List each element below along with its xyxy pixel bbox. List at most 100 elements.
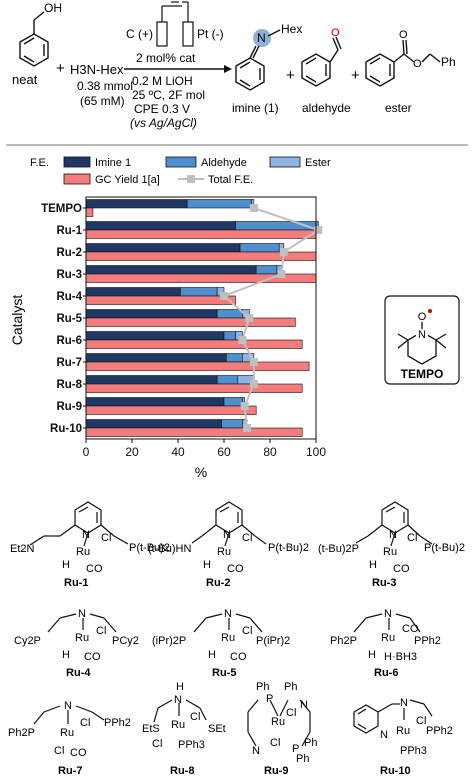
ru-3-label: Ru-3 [372,577,396,589]
tempo-structure-box: N O TEMPO [384,295,460,385]
total-fe-point-ru-4 [220,292,228,300]
ru-5-h: H [208,649,216,661]
y-tick-label-ru-9: Ru-9 [56,401,82,413]
condition-3: CPE 0.3 V [134,102,190,116]
total-fe-point-ru-6 [238,336,247,344]
bar-imine-1-ru-1 [85,221,236,231]
legend-label-total-fe: Total F.E. [208,174,253,186]
electrochemical-cell-icon [156,1,194,47]
ru-9-ph-3: Ph [304,737,317,749]
condition-4: (vs Ag/AgCl) [130,116,197,130]
bar-aldehyde-ru-2 [239,243,280,253]
ru-1-n: N [82,529,90,541]
ru-10-n: N [380,729,388,741]
benzyl-alcohol-structure [19,11,49,67]
ru-5-co: CO [230,651,247,663]
total-fe-point-ru-8 [249,380,258,388]
bar-aldehyde-ru-9 [223,397,243,407]
ru-9-nh2: N [252,745,260,757]
legend-swatch-aldehyde [165,156,197,168]
ru-2-left-group: (t-Bu)HN [148,543,191,555]
ru-6-co: CO [402,623,419,635]
ru-8-label: Ru-8 [170,765,194,777]
ru-3-co: CO [393,563,410,575]
ru-7-label: Ru-7 [58,765,82,777]
bar-gc-yield-ru-6 [85,339,303,349]
catalyst-ru-7: N Ph2P Ru Cl PPh2 Cl CO Ru-7 [8,700,131,777]
imine-substituent: Hex [281,22,302,36]
catalyst-ru-5: N (iPr)2P Ru Cl P(iPr)2 H CO Ru-5 [152,608,290,679]
bar-aldehyde-ru-10 [221,419,243,429]
bar-imine-1-ru-2 [85,243,241,253]
plus-2: + [286,67,295,84]
total-fe-point-ru-1 [314,226,323,234]
reaction-scheme: OH neat + H3N-Hex 0.38 mmol (65 mM) C (+… [12,1,456,130]
electrode-pos-label: C (+) [126,27,153,41]
ru-10-cl: Cl [416,715,426,727]
ru-8-right-group: SEt [208,723,226,735]
reaction-arrowhead [224,65,232,73]
catalyst-ru-6: N Ph2P Ru CO PPh2 H H·BH3 Ru-6 [330,608,441,679]
y-tick-label-ru-1: Ru-1 [56,225,82,237]
x-axis-title: % [195,464,207,480]
legend-swatch-ester [269,156,301,168]
amine-amount: 0.38 mmol [77,79,133,93]
ru-3-right-group: P(t-Bu)2 [424,542,465,554]
ru-4-right-group: PCy2 [112,635,139,647]
x-tick-label-100: 100 [306,445,326,459]
axis-layer: TEMPO Ru-1 Ru-2 Ru-3 Ru-4 Ru-5 Ru-6 Ru-7 Ru-8 Ru-… [41,203,326,459]
total-fe-line-layer [220,204,323,432]
condition-2: 25 ºC, 2F mol [132,88,205,102]
ru-3-n: N [389,529,397,541]
ru-2-h: H [203,559,211,571]
ru-9-p-top: P [266,693,273,705]
tempo-box-frame [384,295,460,385]
x-tick-label-60: 60 [217,445,231,459]
ru-4-left-group: Cy2P [14,635,41,647]
ru-6-label: Ru-6 [374,667,398,679]
ru-10-pph3: PPh3 [400,745,427,757]
product-label-ester: ester [385,101,412,115]
condition-1: 0.2 M LiOH [132,74,193,88]
ru-1-label: Ru-1 [64,577,88,589]
total-fe-point-tempo [249,204,258,212]
total-fe-point-ru-7 [249,358,258,366]
ru-5-cl: Cl [242,625,252,637]
ester-structure [365,39,441,87]
y-tick-label-ru-8: Ru-8 [56,379,82,391]
ru-3-ru: Ru [383,546,397,558]
x-tick-label-80: 80 [263,445,277,459]
electrode-neg-label: Pt (-) [197,27,224,41]
bar-aldehyde-ru-3 [255,265,278,275]
product-label-imine: imine (1) [232,101,279,115]
amine-reagent: H3N-Hex [70,62,124,77]
bar-gc-yield-ru-9 [85,405,257,415]
total-fe-point-ru-10 [243,424,251,432]
ru-9-label: Ru-9 [264,765,288,777]
legend-swatch-imine [63,156,91,168]
aldehyde-o-label: O [331,27,340,39]
legend-fe-prefix: F.E. [30,157,49,169]
ru-10-ru: Ru [396,725,410,737]
x-tick-label-40: 40 [171,445,185,459]
aldehyde-structure [301,36,342,87]
ru-1-left-group: Et2N [10,543,35,555]
ru-6-hbh3: H·BH3 [384,651,417,663]
bars-layer [85,199,319,437]
ru-3-cl: Cl [407,532,417,544]
y-tick-label-ru-5: Ru-5 [56,313,82,325]
ru-1-co: CO [86,563,103,575]
bar-aldehyde-ru-8 [216,375,239,385]
ru-7-left-group: Ph2P [8,727,35,739]
tempo-o-label: O [418,311,427,323]
ester-o: O [413,58,422,70]
bar-imine-1-ru-7 [85,353,227,363]
legend-label-aldehyde: Aldehyde [201,157,247,169]
ru-7-cl2: Cl [54,745,64,757]
ru-6-h: H [368,649,376,661]
bar-aldehyde-ru-5 [216,309,243,319]
tempo-radical-dot [428,309,432,313]
ru-9-cl2: Cl [270,737,280,749]
ester-ph: Ph [441,55,456,69]
x-tick-label-20: 20 [125,445,139,459]
